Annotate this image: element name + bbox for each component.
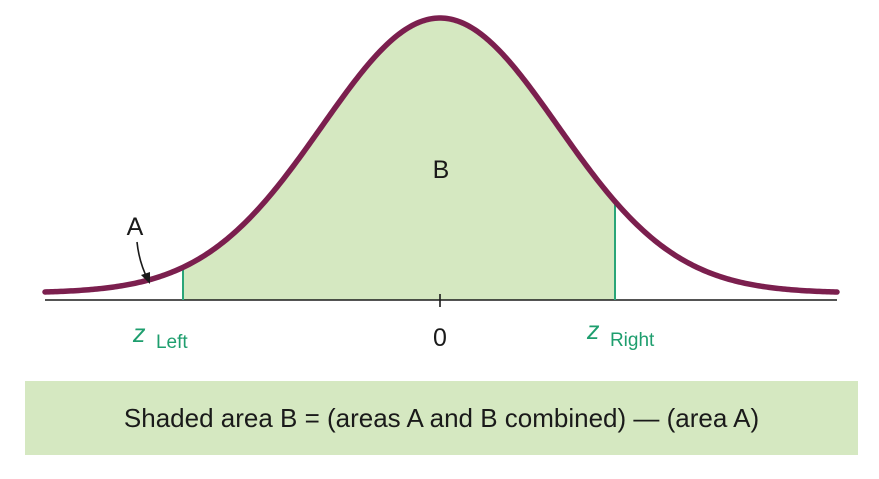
z-right-subscript: Right xyxy=(610,330,655,351)
z-right-label: z Right xyxy=(586,317,655,351)
z-left-label: z Left xyxy=(132,320,188,353)
arrow-head-icon xyxy=(141,272,150,284)
normal-curve xyxy=(42,15,840,295)
shaded-area-b xyxy=(183,18,615,300)
z-left-subscript: Left xyxy=(156,332,188,353)
region-label-a: A xyxy=(127,213,144,241)
z-left-symbol: z xyxy=(132,320,146,348)
z-right-symbol: z xyxy=(586,317,600,345)
center-tick-label: 0 xyxy=(433,324,447,352)
normal-curve-diagram: B A 0 z Left z Right xyxy=(42,15,840,353)
caption-text: Shaded area B = (areas A and B combined)… xyxy=(123,402,760,433)
region-label-b: B xyxy=(433,156,450,184)
caption-box: Shaded area B = (areas A and B combined)… xyxy=(25,381,858,455)
